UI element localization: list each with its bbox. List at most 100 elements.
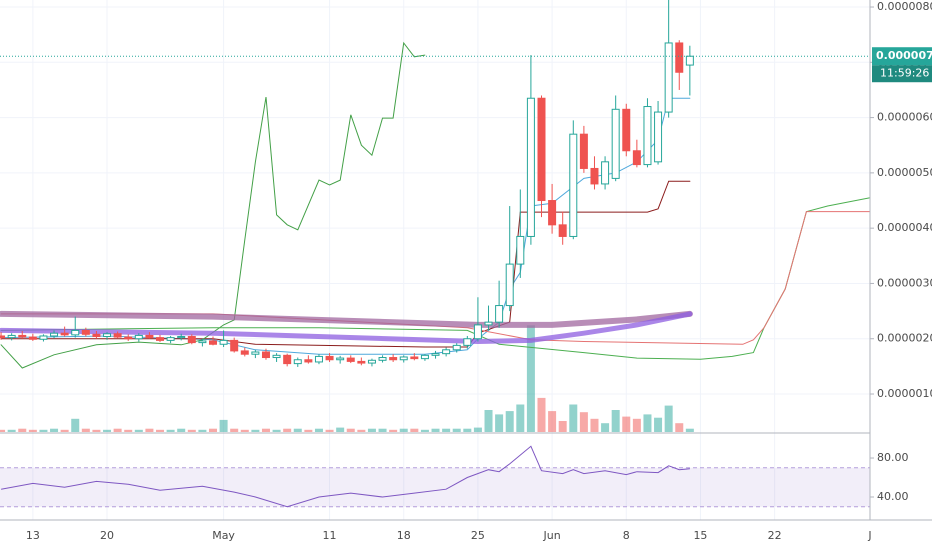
candle-body xyxy=(156,337,165,341)
volume-bar xyxy=(156,429,165,432)
x-tick-label: 13 xyxy=(26,529,40,542)
volume-bar xyxy=(452,428,461,432)
x-tick-label: 18 xyxy=(397,529,411,542)
candle-body xyxy=(81,329,90,335)
candle-body xyxy=(664,42,673,113)
candle-body xyxy=(590,167,599,185)
rsi-band xyxy=(0,467,870,507)
candle-body xyxy=(0,335,6,339)
volume-bar xyxy=(177,428,186,432)
candle-body xyxy=(177,336,186,339)
volume-bar xyxy=(389,429,398,432)
volume-bar xyxy=(420,429,429,432)
volume-bar xyxy=(410,428,419,432)
candle-body xyxy=(526,97,535,237)
candle-body xyxy=(272,354,281,359)
volume-bar xyxy=(537,397,546,432)
candle-body xyxy=(410,356,419,360)
volume-bar xyxy=(134,429,143,432)
volume-bar xyxy=(60,429,69,432)
x-tick-label: Jun xyxy=(543,529,561,542)
y-tick-label: 0.00000100 xyxy=(877,387,932,400)
x-tick-label: 20 xyxy=(100,529,114,542)
volume-bar xyxy=(367,428,376,432)
volume-bar xyxy=(71,418,80,432)
volume-bar xyxy=(283,428,292,432)
candle-body xyxy=(484,321,493,326)
volume-bar xyxy=(484,410,493,432)
volume-bar xyxy=(103,429,112,432)
x-tick-label: 8 xyxy=(623,529,630,542)
volume-bar xyxy=(113,428,122,432)
volume-bar xyxy=(495,414,504,432)
volume-bar xyxy=(622,416,631,432)
candle-body xyxy=(134,334,143,340)
volume-bar xyxy=(336,427,345,432)
candle-body xyxy=(632,150,641,166)
candle-body xyxy=(103,333,112,338)
x-tick-label: 22 xyxy=(768,529,782,542)
candle-body xyxy=(166,337,175,341)
volume-bar xyxy=(664,405,673,432)
indicator-line xyxy=(0,310,693,328)
volume-bar xyxy=(81,428,90,432)
volume-bar xyxy=(579,412,588,432)
volume-bar xyxy=(325,429,334,432)
candle-body xyxy=(39,335,48,340)
volume-bar xyxy=(346,428,355,432)
candle-body xyxy=(643,106,652,166)
rsi-tick-label: 40.00 xyxy=(877,490,909,503)
candle-body xyxy=(516,235,525,265)
volume-bar xyxy=(442,428,451,432)
x-tick-label: J xyxy=(867,529,871,542)
candle-body xyxy=(283,354,292,365)
volume-bar xyxy=(685,428,694,432)
volume-bar xyxy=(601,423,610,432)
candle-body xyxy=(579,133,588,169)
volume-bar xyxy=(124,429,133,432)
volume-bar xyxy=(304,429,313,432)
volume-bar xyxy=(28,429,37,432)
candle-body xyxy=(145,334,154,339)
candle-body xyxy=(558,224,567,237)
volume-bar xyxy=(399,428,408,432)
indicator-line xyxy=(0,197,871,360)
candle-body xyxy=(389,357,398,361)
y-tick-label: 0.00000800 xyxy=(877,0,932,13)
candle-body xyxy=(399,356,408,361)
volume-bar xyxy=(590,418,599,432)
volume-bar xyxy=(50,428,59,432)
candle-body xyxy=(7,334,16,339)
volume-bar xyxy=(208,428,217,432)
candle-body xyxy=(219,339,228,345)
candle-body xyxy=(420,354,429,360)
candle-body xyxy=(293,359,302,365)
candle-body xyxy=(28,336,37,340)
candle-body xyxy=(187,336,196,344)
volume-bar xyxy=(654,417,663,432)
x-tick-label: 25 xyxy=(471,529,485,542)
candle-body xyxy=(208,340,217,345)
candle-body xyxy=(50,332,59,337)
volume-bar xyxy=(314,428,323,432)
volume-bar xyxy=(643,414,652,432)
candle-body xyxy=(251,351,260,355)
volume-bar xyxy=(516,404,525,432)
candle-body xyxy=(431,353,440,356)
volume-bar xyxy=(505,411,514,432)
candle-body xyxy=(240,350,249,355)
y-tick-label: 0.00000300 xyxy=(877,276,932,289)
candle-body xyxy=(378,357,387,361)
volume-bar xyxy=(632,418,641,432)
volume-bar xyxy=(611,410,620,432)
volume-bar xyxy=(251,429,260,432)
volume-bar xyxy=(357,429,366,432)
volume-bar xyxy=(463,428,472,432)
candle-body xyxy=(325,355,334,361)
candle-body xyxy=(346,357,355,362)
candle-body xyxy=(452,344,461,351)
candle-body xyxy=(442,349,451,355)
candle-body xyxy=(473,324,482,340)
volume-bar xyxy=(548,411,557,432)
candle-body xyxy=(622,108,631,152)
